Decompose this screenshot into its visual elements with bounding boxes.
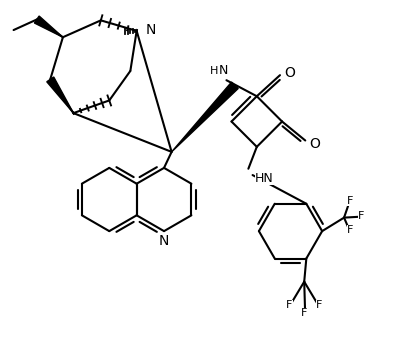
Text: F: F [286,300,292,310]
Polygon shape [47,77,74,113]
Text: N: N [219,65,228,78]
Text: N: N [159,235,169,249]
Text: F: F [358,210,364,221]
Text: F: F [301,308,307,318]
Text: F: F [316,300,322,310]
Text: O: O [309,137,320,151]
Text: HN: HN [255,172,274,185]
Text: F: F [347,225,354,235]
Polygon shape [172,82,238,152]
Text: O: O [284,66,295,80]
Text: N: N [146,23,156,37]
Text: F: F [347,196,354,206]
Polygon shape [34,16,63,37]
Text: H: H [210,66,218,76]
